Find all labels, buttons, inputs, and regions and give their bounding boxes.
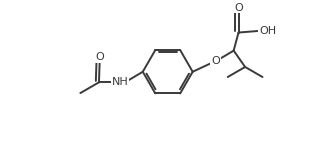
Text: NH: NH (112, 77, 128, 87)
Text: O: O (211, 56, 220, 66)
Text: O: O (95, 52, 104, 62)
Text: OH: OH (259, 26, 276, 36)
Text: O: O (234, 3, 243, 13)
